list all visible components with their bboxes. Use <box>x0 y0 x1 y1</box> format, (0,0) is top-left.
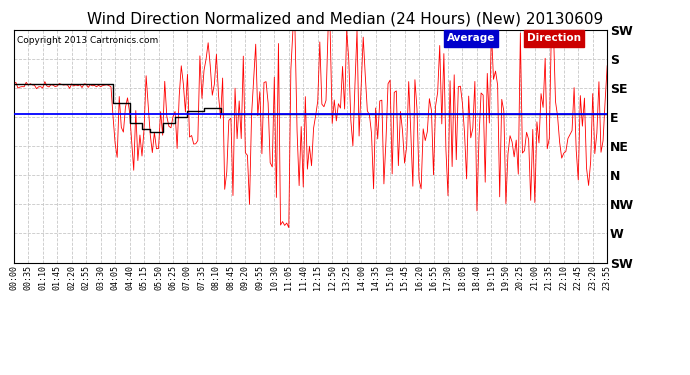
Text: Wind Direction Normalized and Median (24 Hours) (New) 20130609: Wind Direction Normalized and Median (24… <box>87 11 603 26</box>
Text: Direction: Direction <box>527 33 581 44</box>
Text: Copyright 2013 Cartronics.com: Copyright 2013 Cartronics.com <box>17 36 158 45</box>
Text: Average: Average <box>447 33 495 44</box>
